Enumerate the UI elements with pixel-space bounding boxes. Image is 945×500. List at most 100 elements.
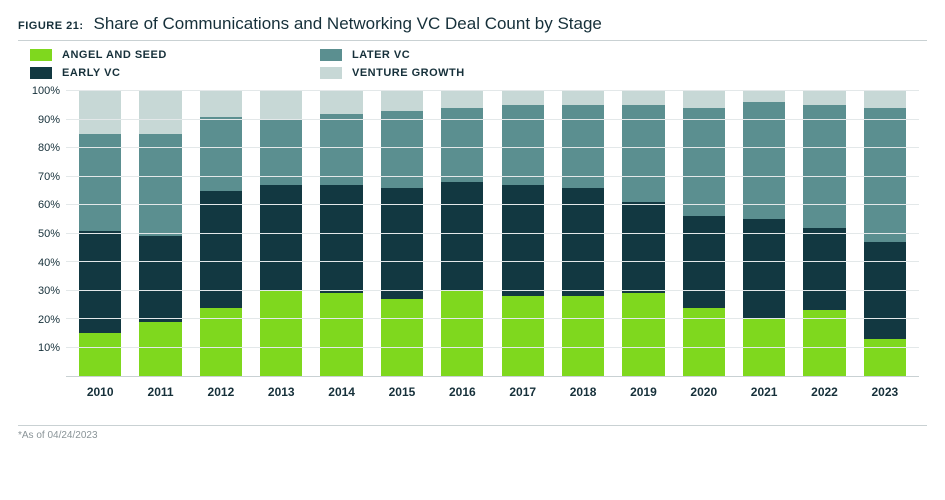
stacked-bar (79, 91, 121, 376)
bar-segment-venture-growth (381, 91, 423, 111)
y-tick-label: 100% (32, 85, 60, 97)
y-tick-label: 30% (38, 285, 60, 297)
figure-header: FIGURE 21: Share of Communications and N… (18, 14, 927, 41)
bar-column (311, 91, 371, 376)
stacked-bar (441, 91, 483, 376)
bar-segment-angel-seed (139, 322, 181, 376)
legend-item-later-vc: LATER VC (320, 49, 580, 61)
bar-segment-early-vc (139, 236, 181, 322)
x-tick-label: 2021 (734, 377, 794, 411)
bar-segment-venture-growth (441, 91, 483, 108)
stacked-bar (139, 91, 181, 376)
bar-column (251, 91, 311, 376)
grid-line (66, 347, 919, 348)
bars-container (66, 91, 919, 376)
x-tick-label: 2017 (493, 377, 553, 411)
bar-segment-angel-seed (864, 339, 906, 376)
y-tick-label: 80% (38, 142, 60, 154)
stacked-bar (622, 91, 664, 376)
bar-segment-venture-growth (200, 91, 242, 117)
y-axis: 10%20%30%40%50%60%70%80%90%100% (26, 91, 66, 377)
chart-area: 10%20%30%40%50%60%70%80%90%100% 20102011… (26, 91, 919, 411)
y-tick-label: 60% (38, 199, 60, 211)
stacked-bar (502, 91, 544, 376)
bar-column (191, 91, 251, 376)
grid-line (66, 204, 919, 205)
grid-line (66, 147, 919, 148)
stacked-bar (864, 91, 906, 376)
bar-segment-early-vc (502, 185, 544, 296)
bar-segment-early-vc (320, 185, 362, 293)
bar-segment-later-vc (139, 134, 181, 237)
bar-segment-later-vc (200, 117, 242, 191)
bar-column (734, 91, 794, 376)
stacked-bar (562, 91, 604, 376)
x-axis: 2010201120122013201420152016201720182019… (66, 377, 919, 411)
x-tick-label: 2014 (311, 377, 371, 411)
bar-segment-early-vc (622, 202, 664, 293)
x-tick-label: 2012 (191, 377, 251, 411)
grid-line (66, 119, 919, 120)
bar-segment-later-vc (502, 105, 544, 185)
stacked-bar (200, 91, 242, 376)
y-tick-label: 50% (38, 228, 60, 240)
grid-line (66, 290, 919, 291)
grid-line (66, 90, 919, 91)
bar-segment-venture-growth (622, 91, 664, 105)
bar-segment-venture-growth (743, 91, 785, 102)
bar-segment-venture-growth (260, 91, 302, 120)
bar-column (493, 91, 553, 376)
figure-title: Share of Communications and Networking V… (94, 14, 602, 34)
legend-item-venture-growth: VENTURE GROWTH (320, 67, 580, 79)
x-tick-label: 2023 (855, 377, 915, 411)
chart-legend: ANGEL AND SEEDLATER VCEARLY VCVENTURE GR… (30, 49, 927, 79)
x-tick-label: 2010 (70, 377, 130, 411)
x-tick-label: 2019 (613, 377, 673, 411)
bar-segment-early-vc (743, 219, 785, 319)
stacked-bar (381, 91, 423, 376)
x-tick-label: 2011 (130, 377, 190, 411)
bar-segment-venture-growth (864, 91, 906, 108)
bar-segment-venture-growth (683, 91, 725, 108)
y-tick-label: 90% (38, 114, 60, 126)
legend-swatch (320, 49, 342, 61)
bar-segment-later-vc (803, 105, 845, 228)
grid-line (66, 261, 919, 262)
bar-segment-later-vc (743, 102, 785, 219)
bar-segment-venture-growth (320, 91, 362, 114)
bar-segment-early-vc (260, 185, 302, 290)
x-tick-label: 2022 (794, 377, 854, 411)
bar-column (794, 91, 854, 376)
stacked-bar (743, 91, 785, 376)
bar-segment-angel-seed (502, 296, 544, 376)
figure-number: FIGURE 21: (18, 20, 84, 32)
bar-column (432, 91, 492, 376)
bar-segment-later-vc (622, 105, 664, 202)
legend-label: ANGEL AND SEED (62, 49, 167, 61)
bar-segment-venture-growth (139, 91, 181, 134)
legend-label: LATER VC (352, 49, 410, 61)
y-tick-label: 70% (38, 171, 60, 183)
bar-segment-venture-growth (79, 91, 121, 134)
grid-line (66, 176, 919, 177)
bar-segment-later-vc (79, 134, 121, 231)
bar-segment-early-vc (683, 216, 725, 307)
y-tick-label: 10% (38, 342, 60, 354)
y-tick-label: 20% (38, 314, 60, 326)
legend-label: VENTURE GROWTH (352, 67, 465, 79)
bar-segment-angel-seed (260, 291, 302, 377)
y-tick-label: 40% (38, 257, 60, 269)
bar-segment-angel-seed (320, 293, 362, 376)
stacked-bar (683, 91, 725, 376)
bar-segment-early-vc (864, 242, 906, 339)
bar-column (674, 91, 734, 376)
x-tick-label: 2018 (553, 377, 613, 411)
bar-segment-angel-seed (803, 310, 845, 376)
bar-segment-later-vc (320, 114, 362, 185)
bar-column (553, 91, 613, 376)
stacked-bar (320, 91, 362, 376)
legend-swatch (320, 67, 342, 79)
legend-swatch (30, 49, 52, 61)
plot-area (66, 91, 919, 377)
grid-line (66, 233, 919, 234)
